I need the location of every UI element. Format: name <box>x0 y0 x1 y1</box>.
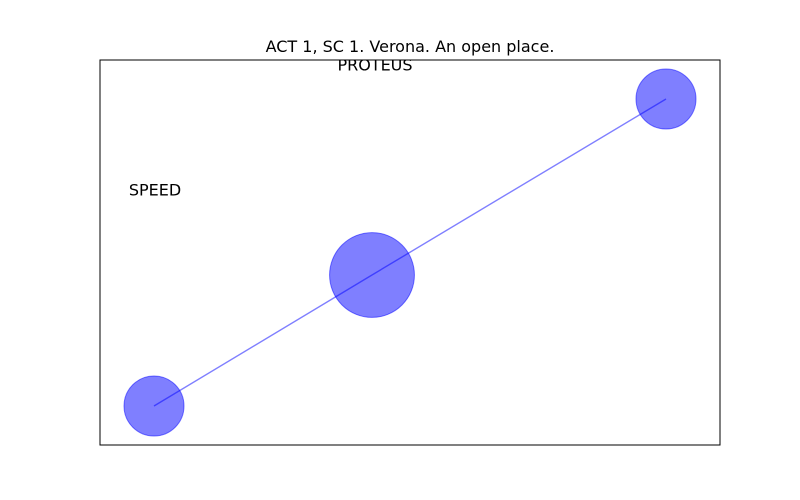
plot-area: SPEED PROTEUS <box>123 56 697 437</box>
edge-layer <box>153 98 667 407</box>
node-layer <box>123 68 697 437</box>
plot-frame <box>99 59 721 446</box>
node-valentine <box>123 375 185 437</box>
label-layer: SPEED PROTEUS <box>129 56 413 200</box>
figure-title: ACT 1, SC 1. Verona. An open place. <box>266 37 555 56</box>
node-proteus <box>329 232 415 318</box>
node-speed <box>635 68 697 130</box>
edge-proteus-speed <box>371 98 667 276</box>
node-label-proteus: PROTEUS <box>337 56 412 75</box>
node-label-speed: SPEED <box>129 181 181 200</box>
